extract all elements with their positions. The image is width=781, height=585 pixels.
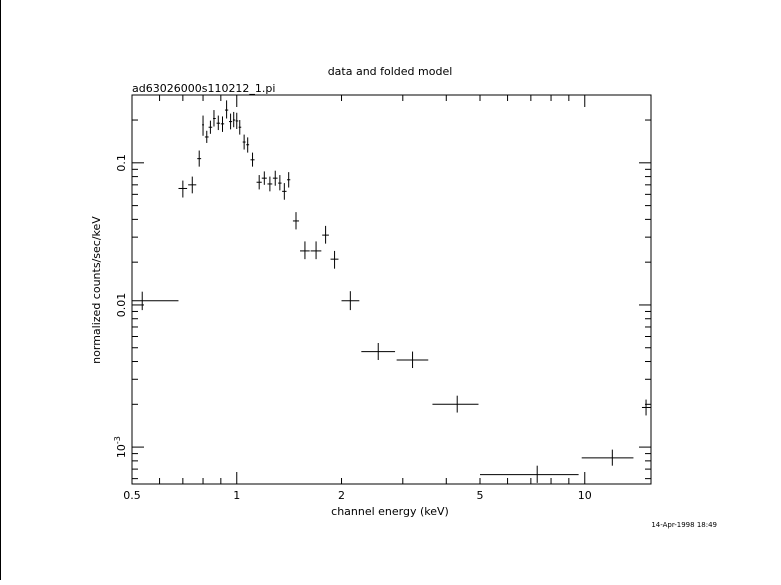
data-point xyxy=(341,291,360,311)
timestamp-label: 14-Apr-1998 18:49 xyxy=(651,521,717,529)
data-point xyxy=(300,241,310,260)
y-axis-label: normalized counts/sec/keV xyxy=(90,216,103,364)
y-tick-label: 0.01 xyxy=(115,293,128,318)
data-point xyxy=(242,134,246,150)
data-point xyxy=(361,342,396,360)
data-point xyxy=(480,465,579,483)
data-point xyxy=(272,170,278,186)
plot-frame xyxy=(131,94,652,485)
data-point xyxy=(250,152,255,167)
data-point xyxy=(310,241,322,260)
data-point xyxy=(229,113,233,130)
axis-ticks xyxy=(131,95,651,484)
data-point xyxy=(197,150,202,167)
chart-title: data and folded model xyxy=(328,65,453,78)
data-point xyxy=(432,395,479,413)
data-point xyxy=(220,116,225,132)
data-point xyxy=(202,115,204,136)
x-tick-label: 5 xyxy=(477,489,484,502)
data-point xyxy=(282,183,287,200)
data-point xyxy=(287,172,291,188)
data-point xyxy=(641,399,651,416)
data-point xyxy=(322,225,329,244)
axis-tick-labels: 0.5 1 2 5 10 0.1 0.01 10-3 xyxy=(113,154,592,502)
x-tick-label: 1 xyxy=(233,489,240,502)
data-point xyxy=(267,176,273,192)
x-tick-label: 2 xyxy=(338,489,345,502)
data-point xyxy=(581,449,634,466)
data-point xyxy=(208,120,213,134)
data-point xyxy=(256,175,262,190)
data-points xyxy=(132,100,651,483)
x-tick-label: 0.5 xyxy=(123,489,141,502)
x-tick-label: 10 xyxy=(578,489,592,502)
data-point xyxy=(213,110,216,127)
chart-subtitle: ad63026000s110212_1.pi xyxy=(132,82,275,95)
data-point xyxy=(224,100,229,119)
data-point xyxy=(216,115,220,131)
data-point xyxy=(278,175,282,191)
data-point xyxy=(232,111,236,128)
window-left-border xyxy=(0,0,1,580)
y-tick-label: 10-3 xyxy=(113,436,128,458)
y-tick-label: 0.1 xyxy=(115,154,128,172)
data-point xyxy=(246,137,250,153)
data-point xyxy=(261,171,267,185)
data-point xyxy=(204,130,209,143)
data-point xyxy=(132,291,179,311)
data-point xyxy=(292,212,300,230)
data-point xyxy=(188,176,197,194)
data-point xyxy=(238,120,242,135)
x-axis-label: channel energy (keV) xyxy=(331,505,449,518)
data-point xyxy=(330,250,339,269)
data-point xyxy=(235,112,239,129)
data-point xyxy=(178,180,188,198)
data-point xyxy=(396,351,429,369)
